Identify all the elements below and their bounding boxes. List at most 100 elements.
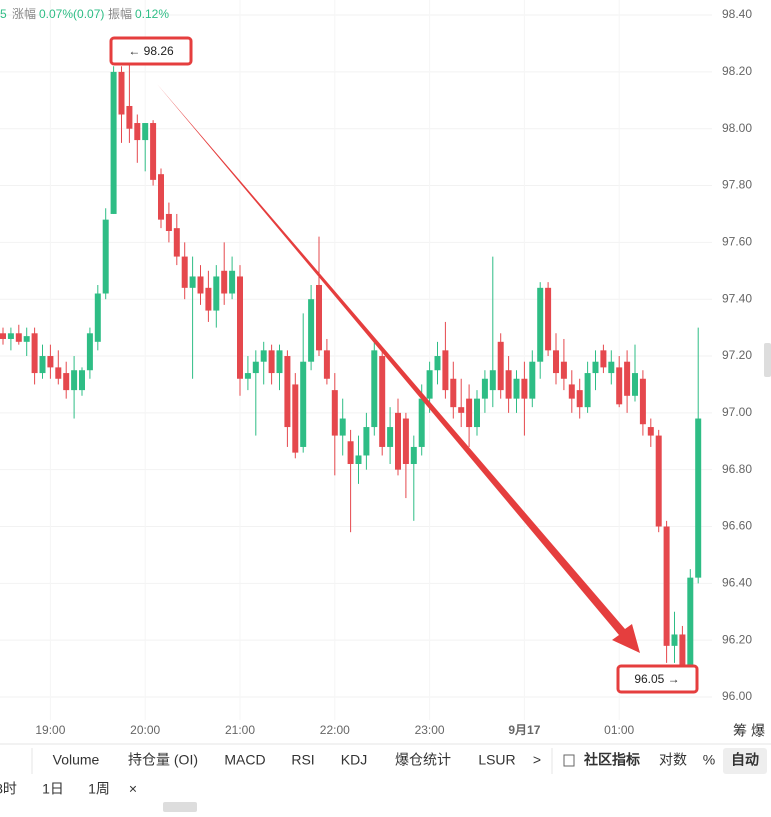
x-tick-label: 23:00 (415, 723, 445, 737)
max-label: ← 98.26 (128, 44, 174, 58)
candle-body (181, 256, 188, 288)
candle-body (402, 418, 409, 464)
y-tick-label: 98.00 (722, 121, 752, 135)
y-tick-label: 98.20 (722, 64, 752, 78)
candle-body (23, 336, 30, 342)
candle-body (458, 407, 465, 413)
handle (163, 802, 197, 812)
candle-body (481, 378, 488, 399)
candle-body (213, 276, 220, 311)
header-item: 0.07%(0.07) (39, 7, 104, 21)
timeframe[interactable]: 1日 (42, 781, 64, 797)
header-item: 0.12% (135, 7, 169, 21)
candle-body (221, 270, 228, 294)
candle-body (189, 276, 196, 288)
candle-body (15, 333, 22, 342)
candle-body (553, 350, 559, 374)
candle-body (505, 370, 512, 399)
candle-body (316, 284, 322, 351)
candle-body (687, 577, 694, 669)
auto-bg (723, 748, 767, 774)
candle-body (31, 333, 38, 374)
candle-body (379, 356, 386, 447)
candle-body (671, 634, 678, 646)
toolbar-item[interactable]: RSI (291, 752, 314, 768)
trend-arrow (157, 84, 640, 653)
candle-body (300, 361, 307, 447)
candle-body (0, 333, 6, 339)
candle-body (663, 526, 670, 646)
timeframe[interactable]: × (129, 781, 137, 797)
candle-body (205, 287, 212, 311)
plot-area: 96.00 96.20 96.40 96.60 96.80 97.00 97.20 97.40… (0, 7, 753, 738)
min-label: 96.05 → (634, 672, 679, 686)
candle-body (450, 378, 457, 408)
header-item: 振幅 (108, 6, 132, 21)
toolbar-item[interactable]: 对数 (659, 752, 687, 768)
candle-body (134, 123, 141, 141)
x-tick-label: 21:00 (225, 723, 255, 737)
candle-body (260, 350, 267, 362)
toolbar-item[interactable]: 持仓量 (OI) (128, 752, 198, 768)
candle-body (237, 276, 243, 379)
toolbar-item[interactable]: KDJ (341, 752, 367, 768)
candle-body (521, 378, 528, 399)
candle-body (489, 370, 496, 391)
toolbar-item[interactable]: Volume (53, 752, 100, 768)
candle-body (39, 356, 46, 374)
x-tick-label: 01:00 (604, 723, 634, 737)
candle-body (142, 123, 149, 141)
candle-body (150, 123, 157, 180)
toolbar-item[interactable]: > (533, 752, 541, 768)
side-tab[interactable] (764, 343, 771, 377)
min-box (616, 664, 699, 694)
y-tick-label: 96.40 (722, 576, 752, 590)
candle-body (568, 384, 575, 399)
x-tick-label: 20:00 (130, 723, 160, 737)
candle-body (616, 367, 623, 405)
toolbar-item[interactable]: MACD (224, 752, 265, 768)
candle-body (47, 356, 54, 368)
candle-body (165, 213, 172, 232)
y-tick-label: 96.20 (722, 632, 752, 646)
y-tick-label: 97.60 (722, 235, 752, 249)
timeframe[interactable]: 8时 (0, 781, 17, 797)
candle-body (474, 398, 480, 428)
y-tick-label: 96.00 (722, 689, 752, 703)
candle-body (118, 71, 125, 115)
candle-body (331, 390, 338, 436)
candle-body (110, 71, 117, 214)
toolbar-item[interactable]: 自动 (731, 752, 759, 768)
max-box (109, 36, 193, 66)
candle-body (679, 634, 686, 669)
candle-body (418, 398, 425, 447)
candle-body (584, 373, 591, 408)
candle-body (276, 350, 283, 374)
header: 5 涨幅 0.07%(0.07) 振幅 0.12% (0, 6, 169, 21)
timeframe[interactable]: 1周 (88, 781, 110, 797)
side-label[interactable]: 爆 (751, 723, 765, 739)
x-tick-label: 9月17 (508, 723, 540, 737)
candle-body (323, 350, 330, 379)
candle-body (695, 418, 702, 578)
toolbar-item[interactable]: LSUR (478, 752, 515, 768)
candle-body (55, 367, 62, 379)
toolbar-item[interactable]: % (703, 752, 715, 768)
candle-body (410, 446, 417, 464)
side-label[interactable]: 筹 (733, 723, 747, 739)
candle-body (94, 293, 101, 342)
candle-body (395, 412, 401, 470)
toolbar-item[interactable]: 爆仓统计 (395, 752, 451, 768)
candle-body (426, 370, 433, 399)
candle-body (244, 373, 251, 379)
candle-body (497, 341, 504, 391)
candle-body (466, 398, 473, 428)
y-tick-label: 96.60 (722, 519, 752, 533)
candle-body (363, 427, 370, 456)
candle-body (7, 333, 14, 339)
candle-body (197, 276, 204, 294)
candle-body (639, 378, 646, 425)
toolbar-item[interactable]: 社区指标 (583, 752, 640, 768)
candle-body (434, 356, 441, 371)
